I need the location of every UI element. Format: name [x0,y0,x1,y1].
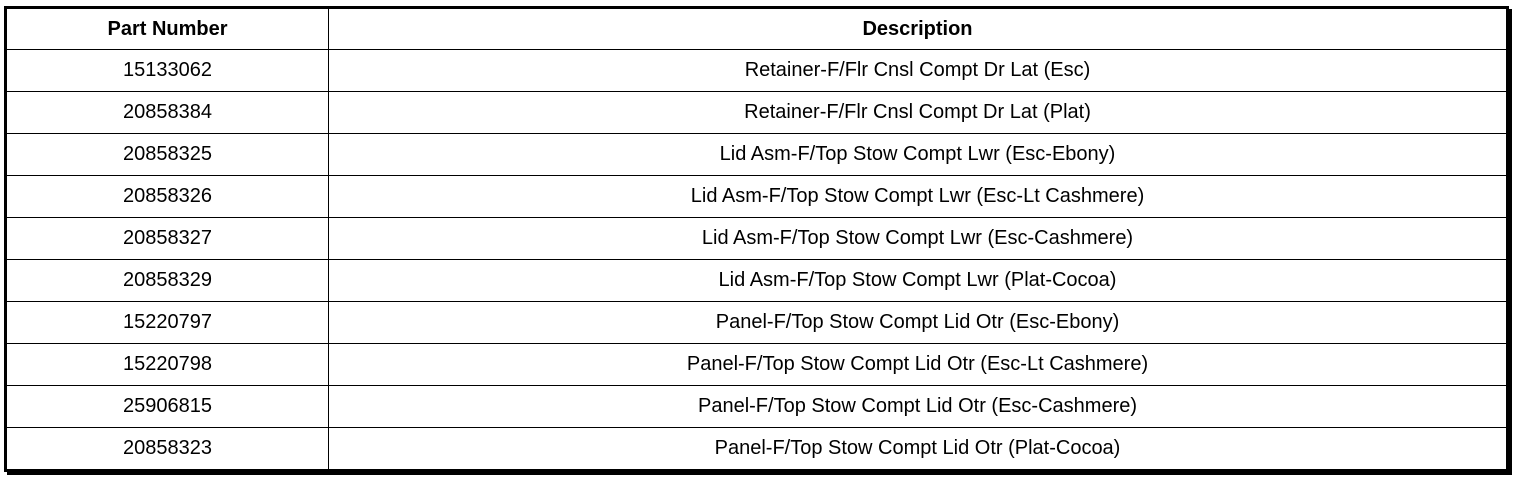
description-cell: Panel-F/Top Stow Compt Lid Otr (Esc-Lt C… [328,343,1508,386]
description-cell: Lid Asm-F/Top Stow Compt Lwr (Esc-Lt Cas… [328,175,1508,218]
part-number-cell: 20858384 [5,91,329,134]
table-row: 20858384 Retainer-F/Flr Cnsl Compt Dr Lat… [5,91,1508,134]
description-cell: Lid Asm-F/Top Stow Compt Lwr (Esc-Cashme… [328,217,1508,260]
table-row: 25906815 Panel-F/Top Stow Compt Lid Otr (… [5,385,1508,428]
table-row: 15133062 Retainer-F/Flr Cnsl Compt Dr Lat… [5,49,1508,92]
table-row: 20858326 Lid Asm-F/Top Stow Compt Lwr (Es… [5,175,1508,218]
part-number-cell: 15133062 [5,49,329,92]
part-number-cell: 20858323 [5,427,329,471]
part-number-header: Part Number [5,7,329,50]
table-row: 20858323 Panel-F/Top Stow Compt Lid Otr (… [5,427,1508,471]
part-number-cell: 20858329 [5,259,329,302]
table-row: 20858327 Lid Asm-F/Top Stow Compt Lwr (Es… [5,217,1508,260]
part-number-cell: 20858327 [5,217,329,260]
table-row: 20858329 Lid Asm-F/Top Stow Compt Lwr (Pl… [5,259,1508,302]
description-cell: Retainer-F/Flr Cnsl Compt Dr Lat (Esc) [328,49,1508,92]
table-row: 15220797 Panel-F/Top Stow Compt Lid Otr (… [5,301,1508,344]
description-cell: Lid Asm-F/Top Stow Compt Lwr (Esc-Ebony) [328,133,1508,176]
parts-table: Part Number Description 15133062 Retainer… [4,6,1509,472]
description-cell: Retainer-F/Flr Cnsl Compt Dr Lat (Plat) [328,91,1508,134]
table-row: 15220798 Panel-F/Top Stow Compt Lid Otr (… [5,343,1508,386]
part-number-cell: 25906815 [5,385,329,428]
part-number-cell: 20858326 [5,175,329,218]
table-header-row: Part Number Description [5,7,1508,50]
part-number-cell: 20858325 [5,133,329,176]
description-cell: Panel-F/Top Stow Compt Lid Otr (Esc-Cash… [328,385,1508,428]
description-cell: Panel-F/Top Stow Compt Lid Otr (Plat-Coc… [328,427,1508,471]
description-cell: Lid Asm-F/Top Stow Compt Lwr (Plat-Cocoa… [328,259,1508,302]
table-body: 15133062 Retainer-F/Flr Cnsl Compt Dr Lat… [5,49,1508,471]
part-number-cell: 15220797 [5,301,329,344]
description-cell: Panel-F/Top Stow Compt Lid Otr (Esc-Ebon… [328,301,1508,344]
description-header: Description [328,7,1508,50]
table-row: 20858325 Lid Asm-F/Top Stow Compt Lwr (Es… [5,133,1508,176]
part-number-cell: 15220798 [5,343,329,386]
